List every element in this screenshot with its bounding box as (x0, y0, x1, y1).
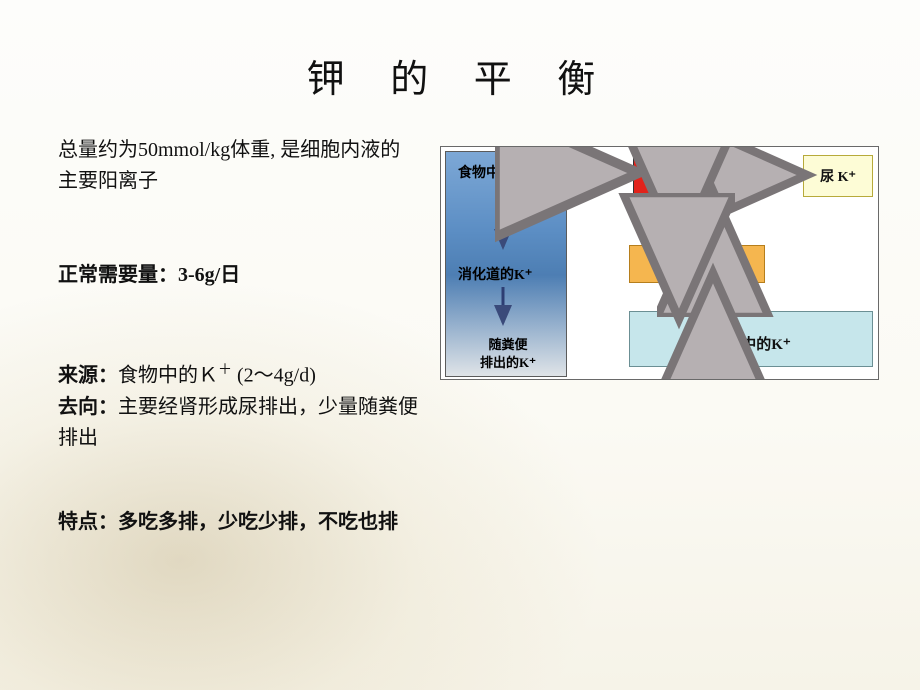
para-source-dest: 来源：食物中的Ｋ＋ (2～4g/d) 去向：主要经肾形成尿排出，少量随粪便排出 (58, 360, 418, 454)
para-daily-need: 正常需要量：3-6g/日 (58, 258, 408, 287)
page-title: 钾 的 平 衡 (0, 48, 920, 103)
k-balance-diagram: 食物中的K⁺ 消化道的K⁺ 随粪便排出的K⁺ 血钾 尿 K⁺ 组织液中的K⁺ 细… (440, 146, 879, 380)
source-label: 来源： (58, 365, 118, 387)
para-feature: 特点：多吃多排，少吃少排，不吃也排 (58, 505, 558, 534)
source-text: 食物中的Ｋ (118, 365, 218, 387)
source-rest: (2～4g/d) (232, 365, 316, 387)
diagram-arrows (441, 147, 878, 379)
para-total-amount: 总量约为50mmol/kg体重, 是细胞内液的主要阳离子 (58, 135, 408, 197)
dest-label: 去向： (58, 396, 118, 418)
source-sup: ＋ (218, 363, 232, 378)
